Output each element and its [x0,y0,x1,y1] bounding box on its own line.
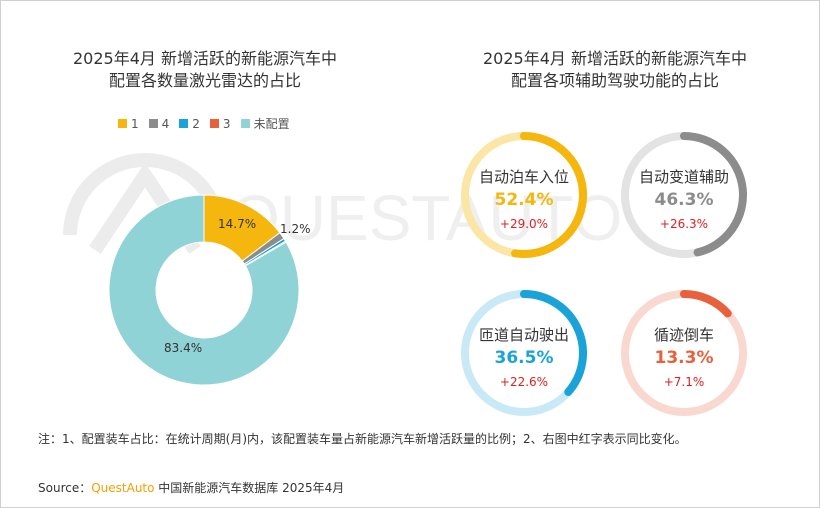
source-prefix: Source： [38,481,92,495]
gauge-yoy-change: +26.3% [659,217,709,231]
left-chart-title: 2025年4月 新增活跃的新能源汽车中 配置各数量激光雷达的占比 [20,48,390,92]
gauge: 匝道自动驶出 36.5% +22.6% [459,288,589,418]
legend-item: 4 [148,115,170,132]
gauge-name: 循迹倒车 [653,326,714,344]
legend-swatch [179,119,189,128]
legend-label: 4 [161,116,170,131]
gauge-name: 匝道自动驶出 [478,326,569,344]
donut-slice [108,194,300,386]
legend-label: 1 [131,116,139,131]
right-title-line1: 2025年4月 新增活跃的新能源汽车中 [483,49,747,68]
gauge: 循迹倒车 13.3% +7.1% [619,288,749,418]
legend-item: 1 [118,115,139,132]
gauge-value: 46.3% [654,190,714,210]
gauge-yoy-change: +22.6% [499,375,549,389]
legend-swatch [240,119,250,128]
legend-label: 未配置 [253,117,290,131]
source-brand: QuestAuto [91,481,155,495]
slice-label: 1.2% [280,222,311,236]
legend-item: 未配置 [240,115,290,132]
gauge-yoy-change: +29.0% [499,217,549,231]
gauge-arc [680,132,747,257]
legend-item: 2 [179,115,200,132]
footnote: 注：1、配置装车占比：在统计周期(月)内，该配置装车量占新能源汽车新增活跃量的比… [38,432,687,446]
gauge-arc [520,290,587,397]
slice-label: 83.4% [164,341,202,355]
source-suffix: 中国新能源汽车数据库 2025年4月 [154,481,345,495]
gauge-arc [680,290,732,318]
legend-item: 3 [209,115,231,132]
slice-label: 14.7% [218,217,256,231]
gauge-value: 36.5% [494,348,554,368]
left-title-line2: 配置各数量激光雷达的占比 [108,71,301,90]
right-chart-title: 2025年4月 新增活跃的新能源汽车中 配置各项辅助驾驶功能的占比 [430,48,800,92]
gauge-name: 自动泊车入位 [478,168,569,186]
legend-label: 2 [192,116,200,131]
gauge: 自动变道辅助 46.3% +26.3% [619,130,749,260]
gauge-name: 自动变道辅助 [638,168,729,186]
source-line: Source：QuestAuto 中国新能源汽车数据库 2025年4月 [38,479,344,496]
legend-swatch [148,119,158,128]
donut-legend: 1 4 2 3 未配置 [118,115,290,132]
right-title-line2: 配置各项辅助驾驶功能的占比 [510,71,719,90]
gauge-value: 52.4% [494,190,554,210]
gauge: 自动泊车入位 52.4% +29.0% [459,130,589,260]
left-title-line1: 2025年4月 新增活跃的新能源汽车中 [73,49,337,68]
legend-swatch [209,119,219,128]
legend-label: 3 [222,116,231,131]
legend-swatch [118,119,127,128]
gauge-arc [511,132,587,258]
gauge-yoy-change: +7.1% [663,375,705,389]
gauge-value: 13.3% [654,348,714,368]
